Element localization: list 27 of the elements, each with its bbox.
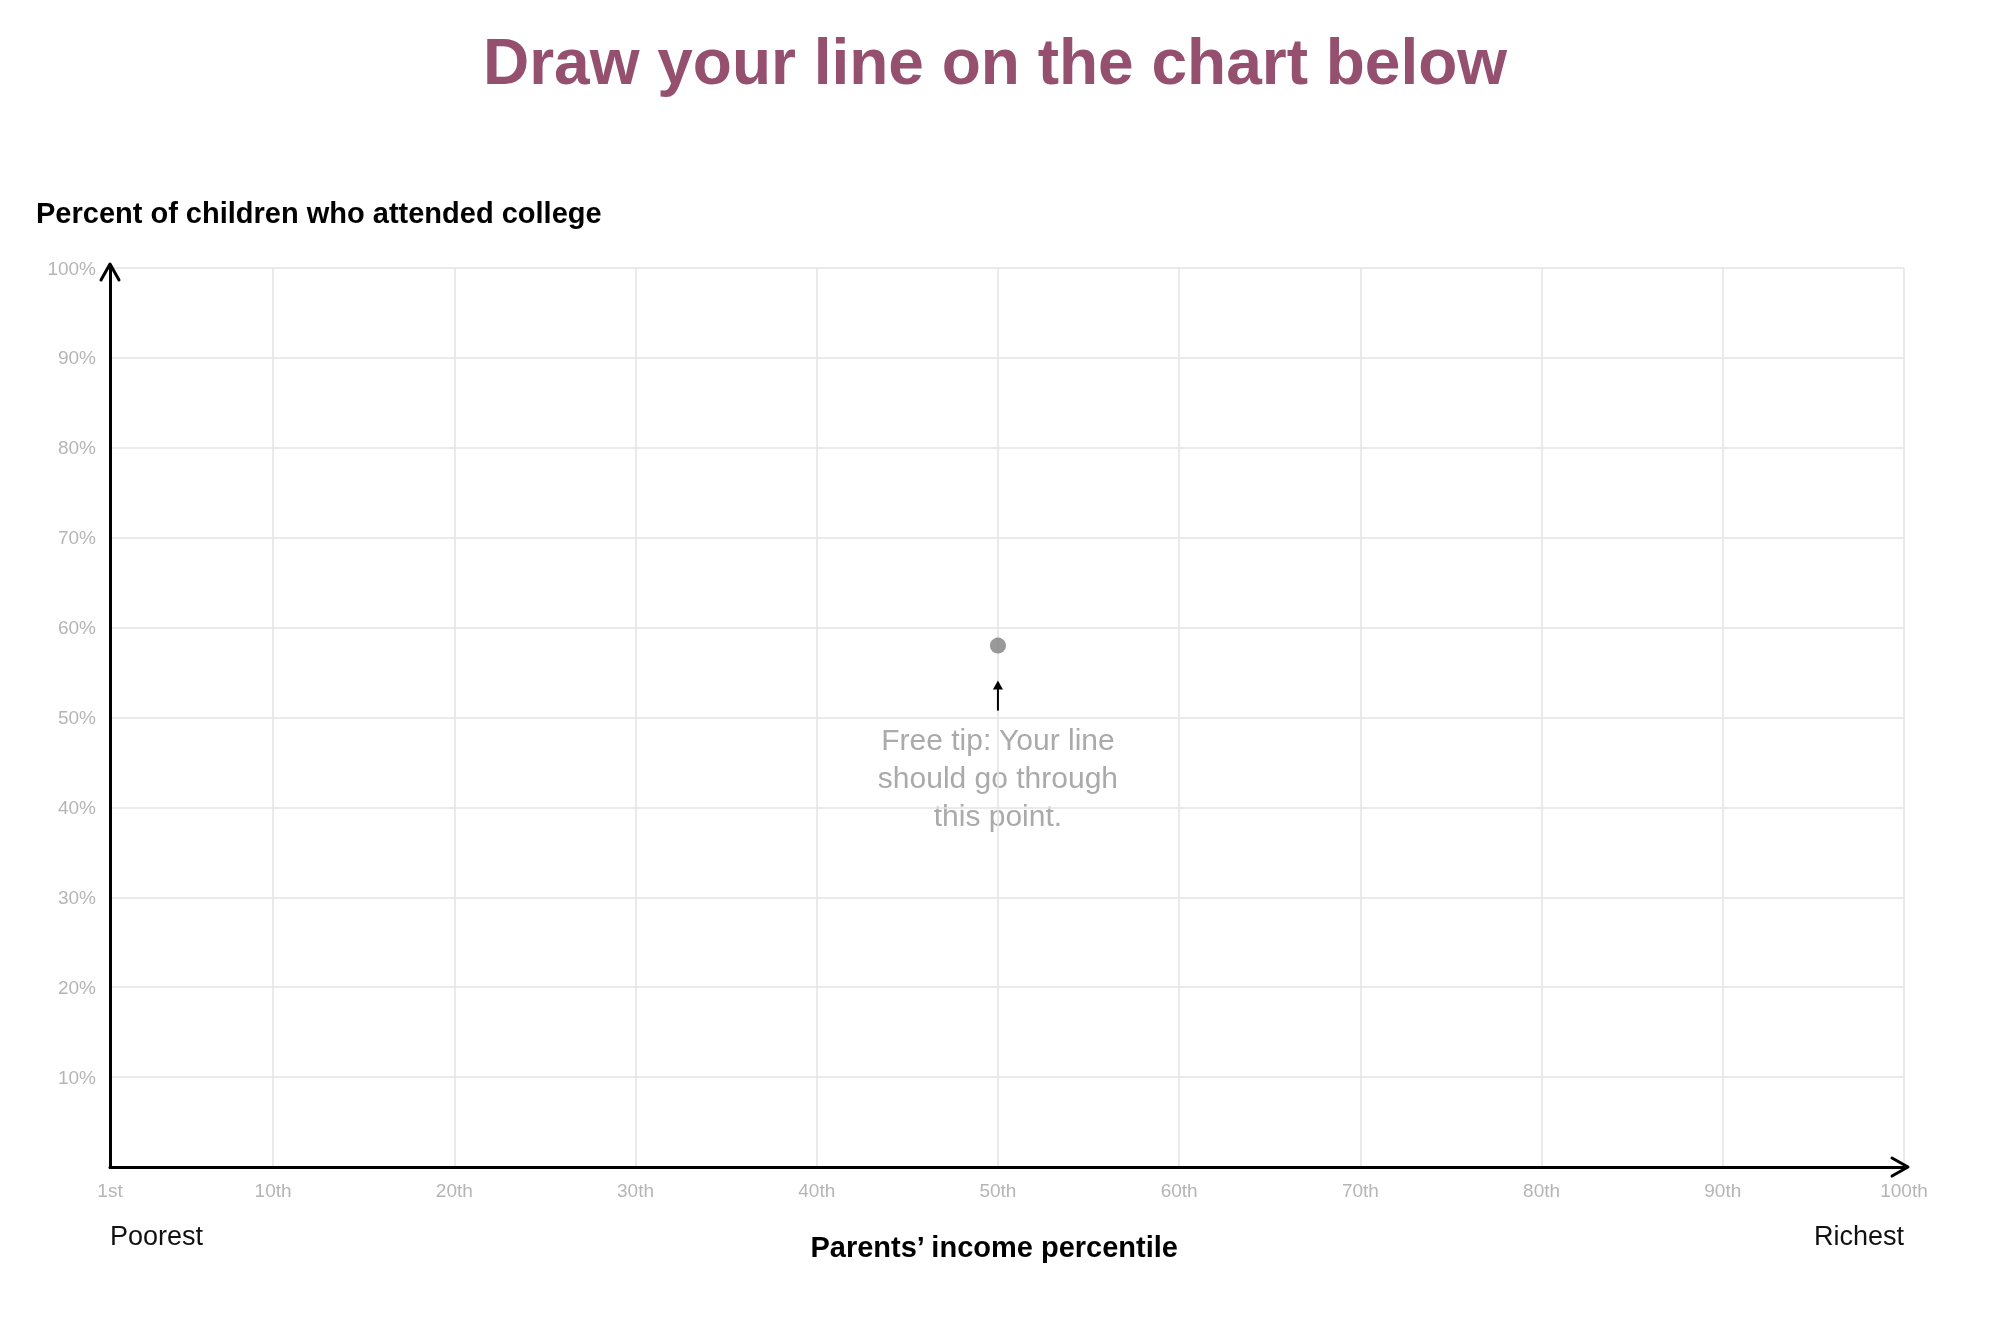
y-tick-label: 40% (57, 796, 97, 818)
y-tick-label: 30% (57, 886, 97, 908)
x-tick-label: 60th (1160, 1180, 1198, 1201)
y-tick-label: 90% (57, 347, 97, 369)
y-tick-label: 80% (57, 437, 97, 459)
text: Poorest (110, 1220, 204, 1251)
text: Richest (1813, 1220, 1905, 1251)
annotation: Free tip: Your line should go through this point. (877, 723, 1119, 833)
x-tick-label: 30th (617, 1180, 655, 1201)
x-tick-label: 100th (1880, 1180, 1928, 1201)
x-tick-label: 50th (979, 1180, 1017, 1201)
y-tick-label: 50% (57, 707, 97, 728)
y-tick-label: 70% (57, 527, 97, 549)
y-tick-label: 10% (57, 1066, 97, 1088)
x-tick-label: 10th (254, 1180, 292, 1201)
y-tick-label: 20% (57, 976, 97, 998)
x-tick-label: 80th (1523, 1180, 1561, 1201)
x-tick-label: 70th (1341, 1180, 1379, 1201)
y-tick-label: 60% (57, 617, 97, 639)
x-axis-title: Parents’ income percentile (810, 1230, 1178, 1263)
x-tick-label: 40th (798, 1180, 836, 1201)
x-tick-label: 1st (97, 1180, 124, 1201)
chart-title: Draw your line on the chart below (482, 26, 1508, 98)
x-tick-label: 90th (1704, 1180, 1742, 1201)
x-tick-label: 20th (435, 1180, 473, 1201)
y-axis-title: Percent of children who attended college (36, 196, 602, 229)
y-tick-label: 100% (47, 257, 97, 279)
